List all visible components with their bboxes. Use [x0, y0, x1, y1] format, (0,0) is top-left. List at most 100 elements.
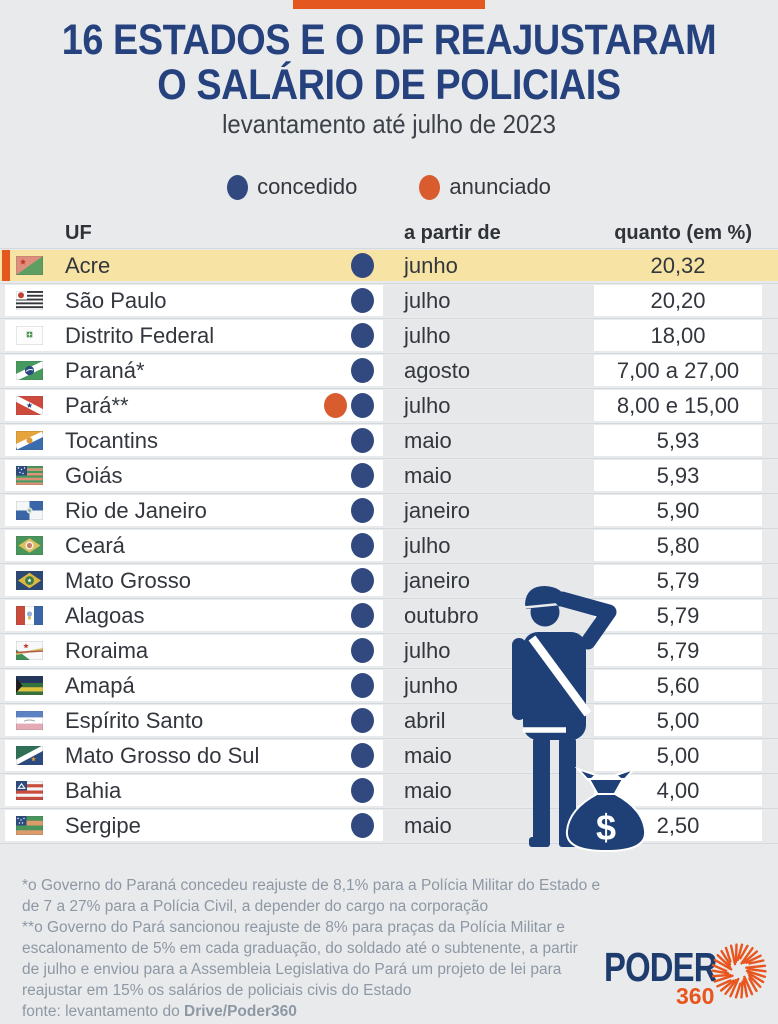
- table-row: Pará** julho 8,00 e 15,00: [0, 390, 778, 425]
- percent-value: 4,00: [656, 778, 700, 803]
- table-row: São Paulo julho 20,20: [0, 285, 778, 320]
- column-header-value: quanto (em %): [614, 222, 752, 244]
- percent-value: 5,90: [656, 498, 700, 523]
- dollar-sign: $: [596, 807, 616, 848]
- table-row: Paraná* agosto 7,00 a 27,00: [0, 355, 778, 390]
- state-name: Paraná*: [65, 358, 145, 383]
- flag-rio-de-janeiro-icon: [16, 501, 43, 520]
- table-row: Mato Grosso janeiro 5,79: [0, 565, 778, 600]
- table-row: Distrito Federal julho 18,00: [0, 320, 778, 355]
- status-dots: [0, 603, 374, 628]
- status-dots: [0, 813, 374, 838]
- row-divider: [0, 738, 778, 739]
- status-dots: [0, 533, 374, 558]
- row-divider: [0, 283, 778, 284]
- flag-mato-grosso-do-sul-icon: [16, 746, 43, 765]
- percent-value: 5,79: [656, 603, 700, 628]
- month-value: janeiro: [404, 568, 471, 593]
- row-divider: [0, 423, 778, 424]
- percent-value: 2,50: [656, 813, 700, 838]
- state-name: Distrito Federal: [65, 323, 215, 348]
- month-value: maio: [404, 778, 452, 803]
- logo-360-text: 360: [676, 983, 715, 1009]
- status-dots: [0, 323, 374, 348]
- month-column-band: [383, 460, 594, 491]
- status-dot-concedido: [351, 288, 374, 313]
- legend-item-concedido: concedido: [227, 174, 357, 200]
- status-dots: [0, 638, 374, 663]
- status-dots: [0, 708, 374, 733]
- status-dots: [0, 778, 374, 803]
- row-divider: [0, 668, 778, 669]
- concedido-dot-icon: [227, 174, 249, 200]
- month-value: julho: [404, 288, 451, 313]
- row-divider: [0, 598, 778, 599]
- percent-value: 7,00 a 27,00: [616, 358, 740, 383]
- status-dot-concedido: [351, 358, 374, 383]
- status-dots: [0, 428, 374, 453]
- status-dot-concedido: [351, 778, 374, 803]
- table-row: Rio de Janeiro janeiro 5,90: [0, 495, 778, 530]
- status-dot-concedido: [351, 813, 374, 838]
- row-divider: [0, 353, 778, 354]
- legend: concedido anunciado: [0, 174, 778, 200]
- table-row: Ceará julho 5,80: [0, 530, 778, 565]
- top-accent-bar: [293, 0, 485, 9]
- status-dot-anunciado: [324, 393, 347, 418]
- percent-value: 5,00: [656, 708, 700, 733]
- table-row: Roraima julho 5,79: [0, 635, 778, 670]
- month-value: maio: [404, 813, 452, 838]
- flag-amapa-icon: [16, 676, 43, 695]
- status-dot-concedido: [351, 638, 374, 663]
- row-divider: [0, 318, 778, 319]
- state-name: Alagoas: [65, 603, 145, 628]
- month-value: julho: [404, 638, 451, 663]
- source-prefix: fonte: levantamento do: [22, 1003, 185, 1020]
- state-name: Sergipe: [65, 813, 141, 838]
- logo-brand-text: PODER: [604, 944, 717, 990]
- column-header-month: a partir de: [404, 222, 501, 244]
- officer-sash: [523, 635, 592, 733]
- footnote-line: reajustar em 15% os salários de policiai…: [22, 982, 412, 999]
- month-column-band: [383, 530, 594, 561]
- percent-value: 5,79: [656, 568, 700, 593]
- status-dots: [0, 253, 374, 278]
- state-name: Espírito Santo: [65, 708, 204, 733]
- state-name: Ceará: [65, 533, 125, 558]
- state-name: Roraima: [65, 638, 149, 663]
- footnote-line: de julho e enviou para a Assembleia Legi…: [22, 961, 562, 978]
- state-name: Pará**: [65, 393, 129, 418]
- status-dot-concedido: [351, 463, 374, 488]
- month-value: outubro: [404, 603, 479, 628]
- row-background: [0, 250, 778, 281]
- month-column-band: [383, 810, 594, 841]
- table-row: Bahia maio 4,00: [0, 775, 778, 810]
- row-divider: [0, 808, 778, 809]
- footnote-line: *o Governo do Paraná concedeu reajuste d…: [22, 877, 601, 894]
- month-value: maio: [404, 463, 452, 488]
- status-dot-concedido: [351, 428, 374, 453]
- state-name: Rio de Janeiro: [65, 498, 207, 523]
- percent-value: 20,32: [650, 253, 706, 278]
- month-column-band: [383, 495, 594, 526]
- percent-value: 5,60: [656, 673, 700, 698]
- title-line-1: 16 ESTADOS E O DF REAJUSTARAM: [61, 16, 717, 64]
- flag-ceara-icon: [16, 536, 43, 555]
- month-column-band: [383, 390, 594, 421]
- status-dots: [0, 743, 374, 768]
- month-column-band: [383, 740, 594, 771]
- legend-label: anunciado: [449, 174, 551, 199]
- flag-sergipe-icon: [16, 816, 43, 835]
- flag-distrito-federal-icon: [16, 326, 43, 345]
- table-rows: Acre junho 20,32 São Paulo julho 20,20 D…: [0, 248, 778, 845]
- status-dot-concedido: [351, 708, 374, 733]
- poder360-logo: PODER 360: [604, 942, 770, 1012]
- month-value: julho: [404, 323, 451, 348]
- status-dot-concedido: [351, 533, 374, 558]
- flag-parana-icon: [16, 361, 43, 380]
- flag-alagoas-icon: [16, 606, 43, 625]
- state-name: Goiás: [65, 463, 123, 488]
- month-column-band: [383, 320, 594, 351]
- status-dots: [0, 358, 374, 383]
- month-value: maio: [404, 743, 452, 768]
